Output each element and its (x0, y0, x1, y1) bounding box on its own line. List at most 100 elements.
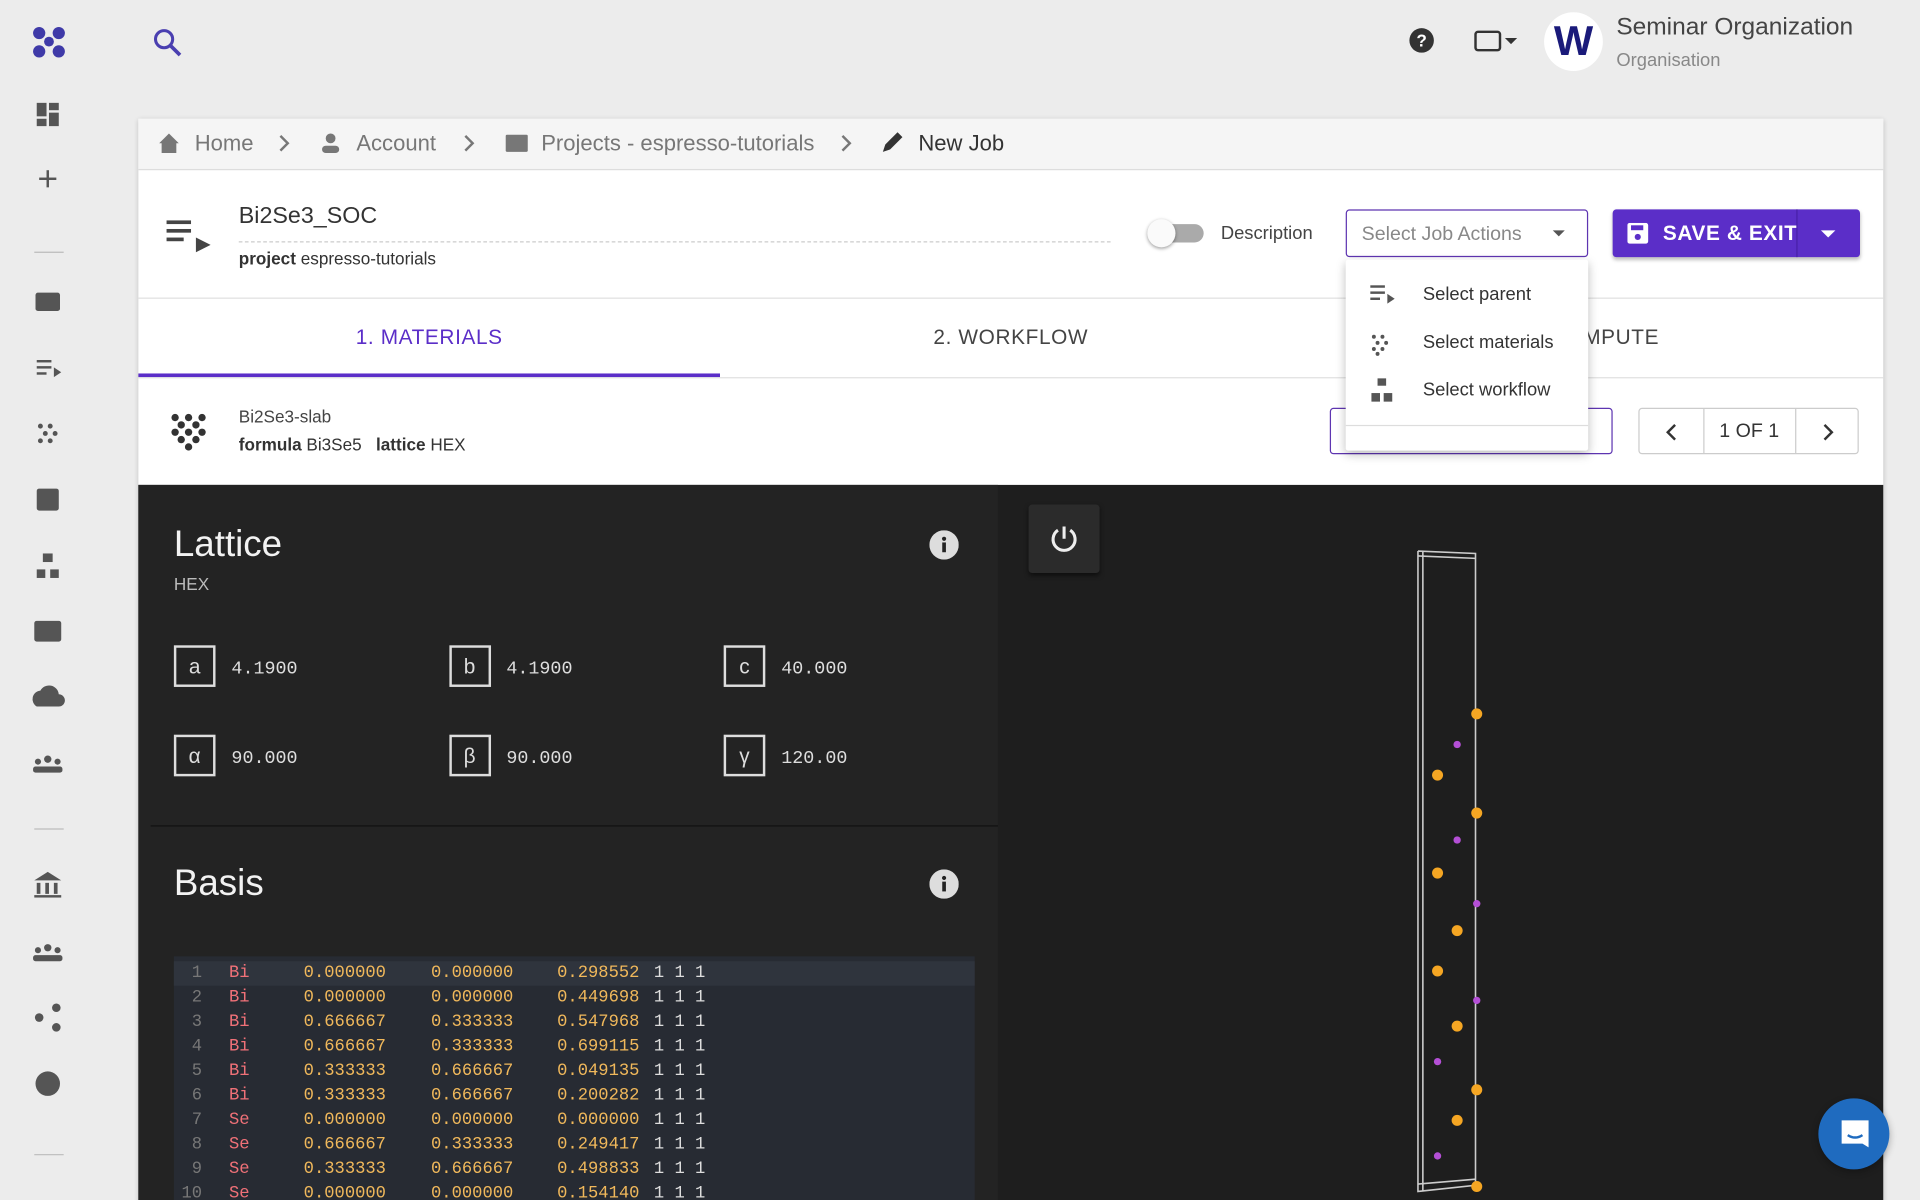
basis-cell: 0.333333 (303, 1061, 386, 1082)
basis-cell: 0.666667 (431, 1061, 514, 1082)
project-label: project (238, 248, 296, 269)
basis-cell: 0.200282 (557, 1086, 640, 1106)
name-underline (238, 241, 1111, 243)
org-name: Seminar Organization (1616, 13, 1854, 41)
lattice-subtitle: HEX (173, 574, 210, 594)
param-value: 120.00 (781, 748, 848, 769)
actions-menu: Select parent Select materials Select wo… (1345, 259, 1589, 451)
basis-cell: Bi (228, 1012, 250, 1033)
material-icon (171, 413, 206, 451)
next[interactable] (1821, 422, 1836, 442)
toggle[interactable] (1147, 219, 1204, 248)
basis-cell: 0.449698 (557, 988, 640, 1008)
info-icon[interactable] (929, 530, 959, 560)
basis-cell: Bi (228, 1061, 250, 1082)
info-icon[interactable] (929, 869, 959, 899)
job-actions-select[interactable]: Select Job Actions (1345, 209, 1589, 258)
basis-cell: Se (228, 1135, 250, 1155)
pager: 1 OF 1 (1638, 407, 1859, 455)
basis-cell: 0.000000 (303, 1110, 386, 1131)
tab[interactable]: 2. WORKFLOW (933, 325, 1089, 349)
line-number: 5 (191, 1061, 203, 1082)
param-label: β (448, 734, 491, 777)
basis-cell: 0.000000 (303, 988, 386, 1008)
param-label: a (173, 645, 216, 687)
param-label: γ (723, 734, 766, 777)
param-value: 90.000 (231, 748, 298, 769)
prev[interactable] (1664, 422, 1679, 442)
basis-cell: 0.547968 (557, 1012, 640, 1033)
code-block (173, 956, 975, 1200)
tab[interactable]: 1. MATERIALS (355, 325, 503, 349)
line-number: 9 (191, 1159, 203, 1180)
basis-cell: 0.333333 (431, 1135, 514, 1155)
menu-item[interactable]: Select parent (1422, 284, 1532, 305)
basis-cell: 0.000000 (431, 963, 514, 984)
basis-cell: 0.154140 (557, 1184, 640, 1200)
org-type: Organisation (1616, 50, 1721, 72)
search-icon[interactable] (149, 24, 186, 61)
param-value: 90.000 (506, 748, 573, 769)
menu-item[interactable]: Select workflow (1422, 379, 1551, 401)
basis-cell: 0.333333 (431, 1037, 514, 1057)
select-placeholder: Select Job Actions (1361, 224, 1522, 245)
basis-cell: 1 1 1 (653, 1159, 706, 1180)
basis-cell: 1 1 1 (653, 1086, 706, 1106)
job-icon (166, 220, 211, 253)
basis-cell: 0.333333 (303, 1159, 386, 1180)
basis-cell: 0.498833 (557, 1159, 640, 1180)
param-label: α (173, 734, 216, 777)
line-number: 8 (191, 1135, 203, 1155)
svg-text:?: ? (1416, 31, 1426, 51)
breadcrumb[interactable]: Account (356, 131, 436, 156)
save-button[interactable]: SAVE & EXIT (1612, 209, 1861, 258)
param-value: 4.1900 (506, 658, 573, 680)
basis-cell: 0.699115 (557, 1037, 640, 1057)
pager-label: 1 OF 1 (1719, 421, 1780, 443)
line-number: 2 (191, 988, 203, 1008)
basis-cell: 0.000000 (303, 963, 386, 984)
breadcrumb-icons (159, 132, 903, 154)
basis-cell: 1 1 1 (653, 963, 706, 984)
line-number: 3 (191, 1012, 203, 1033)
basis-cell: Bi (228, 1037, 250, 1057)
breadcrumb[interactable]: Home (194, 131, 254, 156)
chat-button[interactable] (1818, 1098, 1890, 1170)
sidebar (32, 26, 65, 1156)
job-name[interactable]: Bi2Se3_SOC (238, 203, 378, 229)
basis-cell: Bi (228, 963, 250, 984)
structure-viewer (1417, 550, 1483, 1193)
basis-cell: 0.049135 (557, 1061, 640, 1082)
description-label: Description (1220, 222, 1313, 244)
param-value: 40.000 (781, 658, 848, 680)
basis-cell: 0.666667 (303, 1135, 386, 1155)
basis-cell: 0.000000 (431, 1110, 514, 1131)
basis-cell: 0.298552 (557, 963, 640, 984)
basis-cell: Bi (228, 988, 250, 1008)
basis-cell: Se (228, 1159, 250, 1180)
basis-cell: 0.333333 (303, 1086, 386, 1106)
breadcrumb-bar (138, 118, 1884, 171)
param-value: 4.1900 (231, 658, 298, 680)
basis-cell: 0.000000 (303, 1184, 386, 1200)
breadcrumb[interactable]: Projects - espresso-tutorials (541, 131, 815, 156)
toolbar-icons[interactable]: ? (1408, 27, 1530, 56)
breadcrumb-current: New Job (918, 131, 1005, 156)
basis-cell: 1 1 1 (653, 1061, 706, 1082)
menu-item[interactable]: Select materials (1422, 331, 1554, 353)
project-name: espresso-tutorials (300, 248, 437, 269)
basis-cell: 1 1 1 (653, 1037, 706, 1057)
basis-cell: 1 1 1 (653, 1184, 706, 1200)
basis-cell: 0.666667 (303, 1037, 386, 1057)
power-button[interactable] (1028, 504, 1100, 574)
avatar[interactable]: W (1544, 12, 1603, 72)
basis-cell: 1 1 1 (653, 1135, 706, 1155)
basis-cell: 0.000000 (431, 988, 514, 1008)
save-label: SAVE & EXIT (1662, 221, 1798, 245)
lattice-title: Lattice (173, 524, 283, 565)
basis-cell: 1 1 1 (653, 1110, 706, 1131)
line-number: 4 (191, 1037, 203, 1057)
line-number: 6 (191, 1086, 203, 1106)
material-name: Bi2Se3-slab (238, 406, 332, 427)
